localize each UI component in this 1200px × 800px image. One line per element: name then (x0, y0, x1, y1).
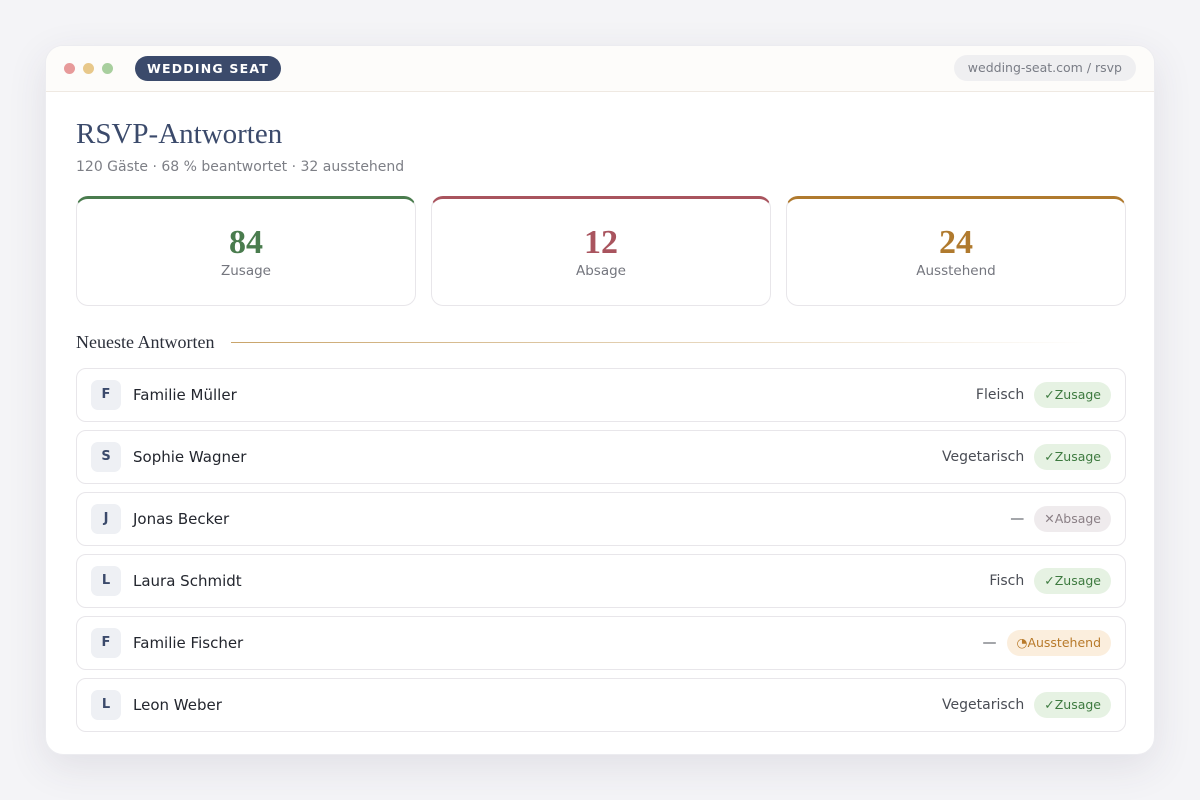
stat-value: 84 (229, 224, 263, 261)
section-title: Neueste Antworten (76, 332, 215, 352)
status-badge: ✓Zusage (1034, 692, 1111, 718)
avatar-initial: L (91, 566, 121, 596)
row-details: Fisch ✓Zusage (989, 567, 1111, 595)
stat-label: Zusage (221, 263, 271, 279)
brand: WEDDING SEAT (135, 56, 281, 81)
row-details: Vegetarisch ✓Zusage (942, 691, 1111, 719)
guest-name: Jonas Becker (133, 510, 230, 528)
avatar-initial: S (91, 442, 121, 472)
response-row[interactable]: J Jonas Becker — ✕Absage (76, 492, 1126, 546)
status-badge: ✓Zusage (1034, 382, 1111, 408)
status-icon: ✓ (1044, 387, 1055, 402)
guest-name: Familie Müller (133, 386, 237, 404)
avatar-initial: F (91, 628, 121, 658)
stat-value: 12 (584, 224, 618, 261)
status-label: Zusage (1054, 387, 1101, 402)
status-label: Zusage (1054, 573, 1101, 588)
avatar-initial: J (91, 504, 121, 534)
meal-choice: Vegetarisch (942, 449, 1025, 465)
row-details: — ◔Ausstehend (983, 629, 1111, 657)
guest-name: Familie Fischer (133, 634, 244, 652)
meal-choice: Vegetarisch (942, 697, 1025, 713)
divider (231, 342, 1091, 343)
status-badge: ◔Ausstehend (1006, 630, 1111, 656)
stat-label: Ausstehend (916, 263, 996, 279)
window-dot[interactable] (64, 63, 75, 74)
status-badge: ✓Zusage (1034, 444, 1111, 470)
window-dot[interactable] (83, 63, 94, 74)
meal-choice: — (982, 635, 997, 651)
status-label: Ausstehend (1027, 635, 1101, 650)
guest-name: Laura Schmidt (133, 572, 242, 590)
url: wedding-seat.com / rsvp (953, 55, 1136, 81)
stat-card: 12 Absage (431, 196, 771, 306)
page-title: RSVP-Antworten (76, 118, 283, 150)
stat-label: Absage (576, 263, 626, 279)
status-badge: ✕Absage (1034, 506, 1111, 532)
status-icon: ✕ (1044, 511, 1055, 526)
status-icon: ✓ (1044, 697, 1055, 712)
avatar-initial: F (91, 380, 121, 410)
window: WEDDING SEAT wedding-seat.com / rsvp RSV… (45, 45, 1155, 755)
row-details: — ✕Absage (1010, 505, 1111, 533)
status-icon: ◔ (1016, 635, 1028, 650)
guest-name: Sophie Wagner (133, 448, 247, 466)
subtitle: 120 Gäste · 68 % beantwortet · 32 ausste… (76, 159, 405, 175)
meal-choice: Fleisch (975, 387, 1025, 403)
status-label: Zusage (1054, 697, 1101, 712)
response-row[interactable]: F Familie Müller Fleisch ✓Zusage (76, 368, 1126, 422)
status-label: Absage (1054, 511, 1101, 526)
response-row[interactable]: L Laura Schmidt Fisch ✓Zusage (76, 554, 1126, 608)
title-bar: WEDDING SEAT wedding-seat.com / rsvp (46, 46, 1154, 92)
stat-card: 84 Zusage (76, 196, 416, 306)
response-row[interactable]: F Familie Fischer — ◔Ausstehend (76, 616, 1126, 670)
response-row[interactable]: L Leon Weber Vegetarisch ✓Zusage (76, 678, 1126, 732)
response-row[interactable]: S Sophie Wagner Vegetarisch ✓Zusage (76, 430, 1126, 484)
meal-choice: — (1010, 511, 1025, 527)
status-label: Zusage (1054, 449, 1101, 464)
guest-name: Leon Weber (133, 696, 222, 714)
meal-choice: Fisch (989, 573, 1025, 589)
stat-value: 24 (939, 224, 973, 261)
row-details: Fleisch ✓Zusage (976, 381, 1111, 409)
status-badge: ✓Zusage (1034, 568, 1111, 594)
status-icon: ✓ (1044, 449, 1055, 464)
avatar-initial: L (91, 690, 121, 720)
row-details: Vegetarisch ✓Zusage (942, 443, 1111, 471)
window-dot[interactable] (102, 63, 113, 74)
stat-card: 24 Ausstehend (786, 196, 1126, 306)
status-icon: ✓ (1044, 573, 1055, 588)
